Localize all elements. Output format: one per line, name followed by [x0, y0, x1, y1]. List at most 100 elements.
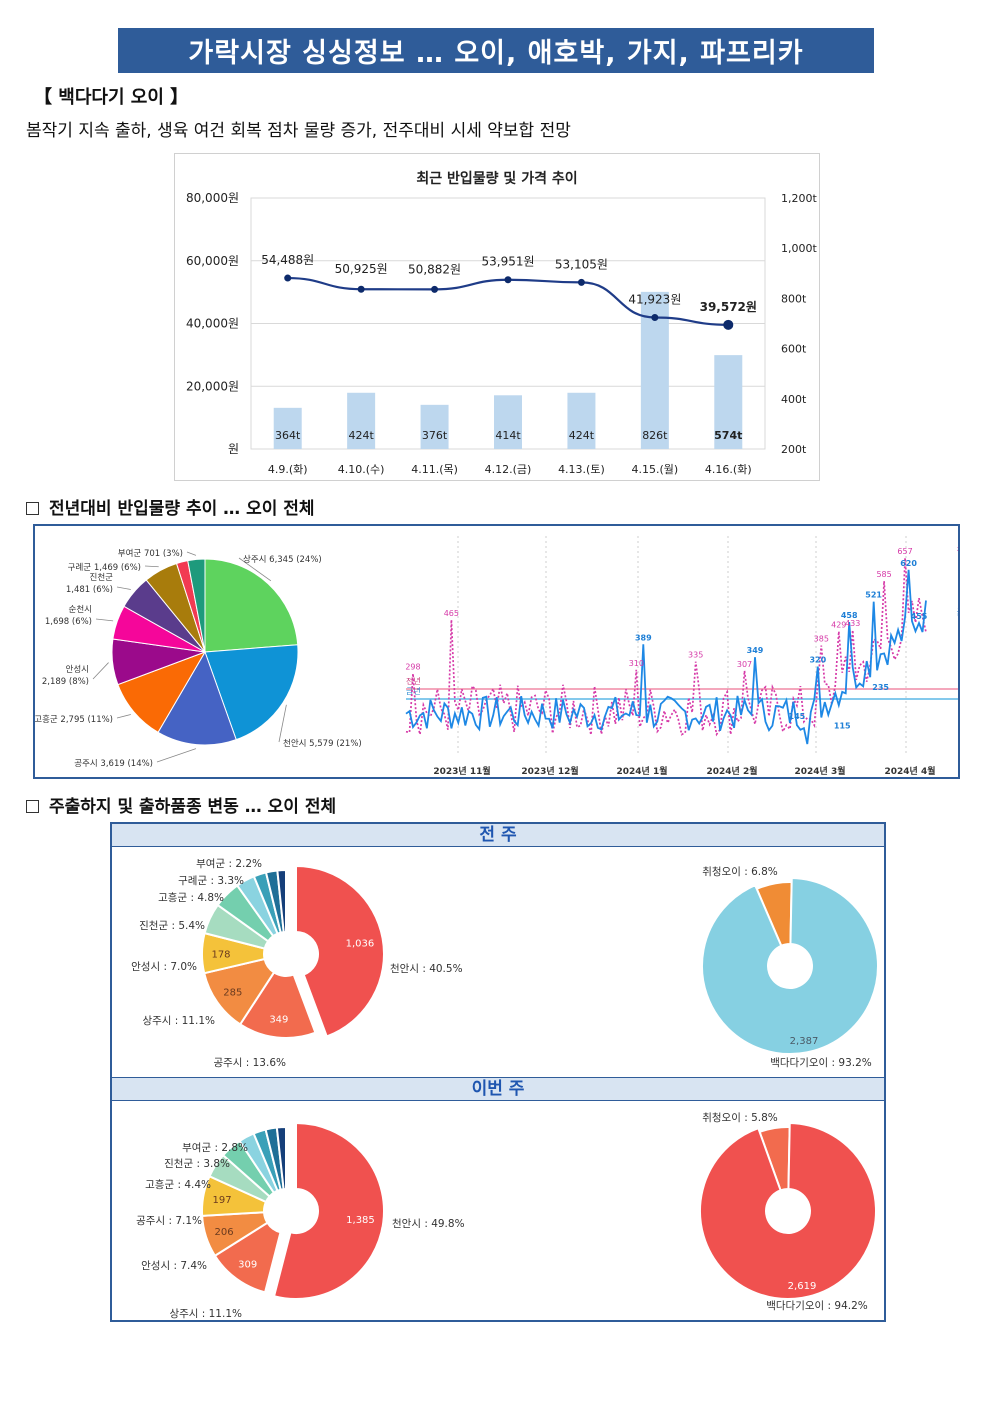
donut-label: 취청오이 : 5.8% [702, 1112, 778, 1124]
pie-leader-line [238, 557, 272, 582]
bar-label: 826t [642, 429, 668, 442]
bar-label: 424t [569, 429, 595, 442]
donut-label: 부여군 : 2.2% [196, 858, 262, 870]
x-tick-label: 4.15.(월) [632, 463, 679, 476]
donut-label: 백다다기오이 : 93.2% [770, 1057, 872, 1069]
origin-variety-box: 전 주 1,036 천안시 : 40.5% 349 공주시 : 13.6% 285 상주시… [110, 822, 886, 1322]
left-tick-label: 원 [228, 442, 239, 456]
price-volume-chart-panel: 최근 반입물량 및 가격 추이 80,000원 60,000원 40,000원 20,0… [174, 153, 820, 481]
donut-label: 진천군 : 3.8% [164, 1158, 230, 1170]
pie-label: 순천시 [69, 604, 92, 615]
x-tick-label: 4.9.(화) [268, 463, 308, 476]
donut-slice [699, 1121, 877, 1300]
pie-slice [157, 650, 237, 746]
yoy-volume-box: 상주시 6,345 (24%) 천안시 5,579 (21%) 공주시 3,619 … [33, 524, 960, 779]
peak-label-this-year: 458 [841, 611, 858, 620]
heading-origin-variety: 주출하지 및 출하품종 변동 … 오이 전체 [26, 792, 336, 817]
right-tick-label: 1,000t [781, 242, 817, 255]
section-label: 【 백다다기 오이 】 [34, 87, 189, 108]
price-point [357, 285, 365, 293]
bar-label: 574t [714, 429, 742, 442]
peak-label-this-year: 145 [789, 712, 806, 721]
this-week-origin-donut: 1,385 천안시 : 49.8% 309 상주시 : 11.1% 206 안성시 : 7… [136, 1121, 465, 1319]
bar [273, 407, 302, 449]
series-last-year [405, 557, 927, 737]
pie-label: 진천군 [90, 572, 114, 583]
x-tick-label: 2024년 4월 [884, 765, 935, 777]
price-point [504, 276, 512, 284]
price-point [651, 313, 659, 321]
left-tick-label: 80,000원 [186, 191, 239, 205]
pie-leader-line [156, 748, 197, 763]
legend-this-year: 금년 [957, 607, 958, 617]
bar [714, 355, 743, 449]
x-tick-label: 2023년 11월 [433, 765, 490, 777]
pie-label: 공주시 3,619 (14%) [74, 759, 153, 769]
left-tick-label: 60,000원 [186, 254, 239, 268]
donut-inner-label: 178 [211, 949, 230, 960]
page-title: 가락시장 싱싱정보 … 오이, 애호박, 가지, 파프리카 [118, 28, 874, 73]
price-label: 53,951원 [481, 255, 534, 269]
peak-label-last-year: 310 [629, 659, 644, 668]
pie-slice [204, 558, 299, 653]
donut-slice [276, 868, 287, 934]
pie-label: 고흥군 2,795 (11%) [35, 714, 113, 725]
pie-label: 1,698 (6%) [45, 617, 92, 627]
bar-label: 364t [275, 429, 301, 442]
prev-week-variety-donut: 2,387 백다다기오이 : 93.2% 취청오이 : 6.8% [701, 866, 879, 1069]
donut-inner-label: 2,387 [790, 1036, 819, 1047]
donut-inner-label: 349 [269, 1015, 288, 1026]
donut-label: 천안시 : 40.5% [390, 963, 463, 975]
donut-slice [295, 864, 385, 1038]
price-point [723, 319, 734, 330]
right-tick-label: 200t [781, 443, 807, 456]
donut-label: 진천군 : 5.4% [139, 920, 205, 932]
donut-inner-label: 1,385 [346, 1215, 375, 1226]
heading-yoy-volume: 전년대비 반입물량 추이 … 오이 전체 [26, 494, 315, 519]
donut-inner-label: 1,036 [346, 938, 375, 949]
bar [347, 392, 376, 449]
price-label: 54,488원 [261, 253, 314, 267]
donut-label: 천안시 : 49.8% [392, 1218, 465, 1230]
price-label: 39,572원 [700, 300, 757, 314]
right-tick-label: 600t [781, 343, 807, 356]
peak-label-this-year: 235 [872, 683, 889, 692]
prev-week-origin-donut: 1,036 천안시 : 40.5% 349 공주시 : 13.6% 285 상주시 : 1… [131, 858, 463, 1069]
pie-label: 구례군 1,469 (6%) [68, 562, 141, 573]
donut-slice [272, 1121, 386, 1300]
donut-label: 고흥군 : 4.8% [158, 891, 224, 904]
bar-label: 424t [348, 429, 374, 442]
origin-pie-chart: 상주시 6,345 (24%) 천안시 5,579 (21%) 공주시 3,619 … [35, 548, 362, 769]
donut-label: 취청오이 : 6.8% [702, 866, 778, 878]
donut-label: 공주시 : 7.1% [136, 1215, 202, 1227]
donut-label: 부여군 : 2.8% [182, 1142, 248, 1154]
price-label: 50,925원 [335, 262, 388, 276]
x-tick-label: 4.12.(금) [485, 463, 532, 476]
left-tick-label: 40,000원 [186, 317, 239, 331]
x-tick-label: 4.13.(토) [558, 463, 605, 476]
avg-label: 금년 [406, 686, 421, 696]
bar-label: 376t [422, 429, 448, 442]
bar [420, 404, 449, 449]
pie-label: 상주시 6,345 (24%) [243, 554, 322, 565]
x-tick-label: 4.10.(수) [338, 463, 385, 476]
pie-leader-line [95, 618, 114, 622]
peak-label-last-year: 307 [737, 660, 752, 669]
peak-label-this-year: 389 [635, 633, 652, 642]
pie-leader-line [92, 662, 109, 680]
peak-label-last-year: 429 [831, 620, 846, 629]
band-this-week: 이번 주 [112, 1077, 884, 1101]
bar-label: 414t [495, 429, 521, 442]
peak-label-this-year: 115 [834, 722, 851, 731]
price-label: 53,105원 [555, 257, 608, 271]
donut-slice [238, 971, 317, 1039]
price-point [577, 278, 585, 286]
donut-inner-label: 285 [223, 987, 242, 998]
yoy-trend-chart: 2023년 11월 2023년 12월 2024년 1월 2024년 2월 2024년 … [405, 536, 958, 777]
peak-label-this-year: 521 [865, 591, 882, 600]
bar [567, 392, 596, 449]
peak-label-this-year: 349 [747, 646, 764, 655]
price-label: 50,882원 [408, 262, 461, 276]
x-tick-label: 2023년 12월 [521, 765, 578, 777]
left-tick-label: 20,000원 [186, 379, 239, 393]
